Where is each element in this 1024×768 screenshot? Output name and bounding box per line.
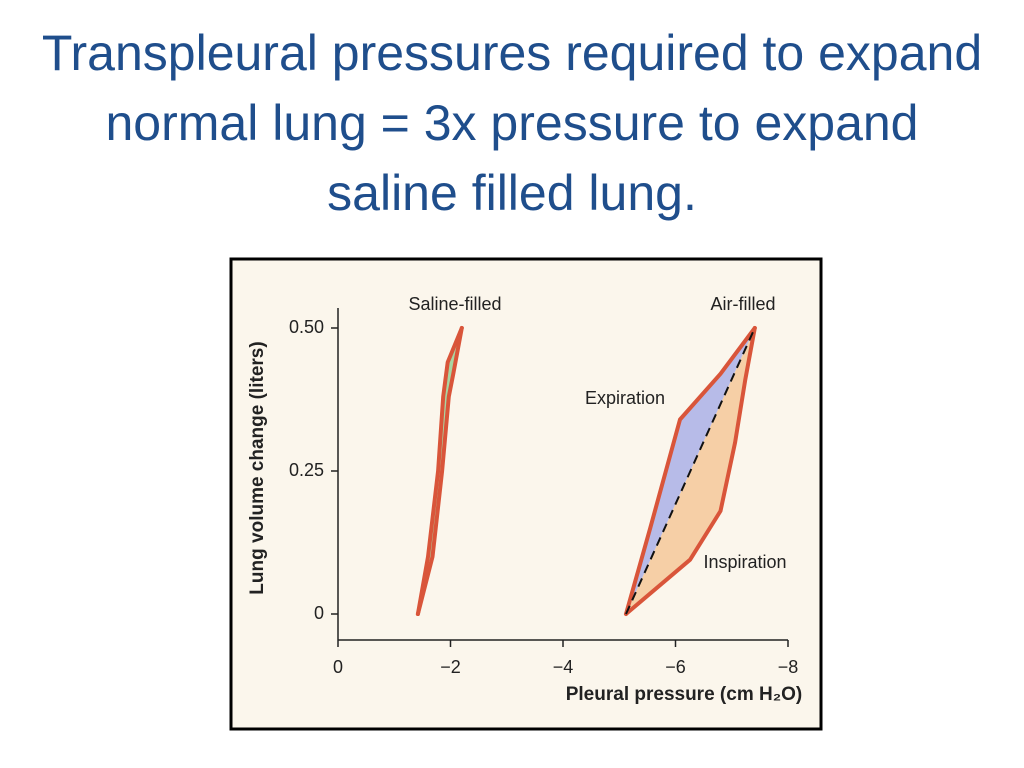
x-tick-label: −6 [665, 657, 686, 677]
loop-label: Saline-filled [408, 294, 501, 314]
x-tick-label: −2 [440, 657, 461, 677]
y-tick-label: 0.50 [289, 317, 324, 337]
branch-label: Expiration [585, 388, 665, 408]
branch-line [624, 326, 757, 616]
branch-line [415, 326, 464, 616]
fill-region [626, 328, 755, 614]
y-tick-label: 0 [314, 603, 324, 623]
y-tick-label: 0.25 [289, 460, 324, 480]
slide-title: Transpleural pressures required to expan… [41, 25, 983, 221]
x-tick-label: 0 [333, 657, 343, 677]
branch-line [624, 326, 757, 616]
branch-line [415, 326, 464, 616]
x-tick-label: −8 [778, 657, 799, 677]
branch-label: Inspiration [703, 552, 786, 572]
chord-line [625, 327, 756, 615]
x-tick-label: −4 [553, 657, 574, 677]
loop-label: Air-filled [710, 294, 775, 314]
y-axis-title: Lung volume change (liters) [247, 341, 268, 594]
x-axis-title: Pleural pressure (cm H₂O) [566, 684, 803, 705]
